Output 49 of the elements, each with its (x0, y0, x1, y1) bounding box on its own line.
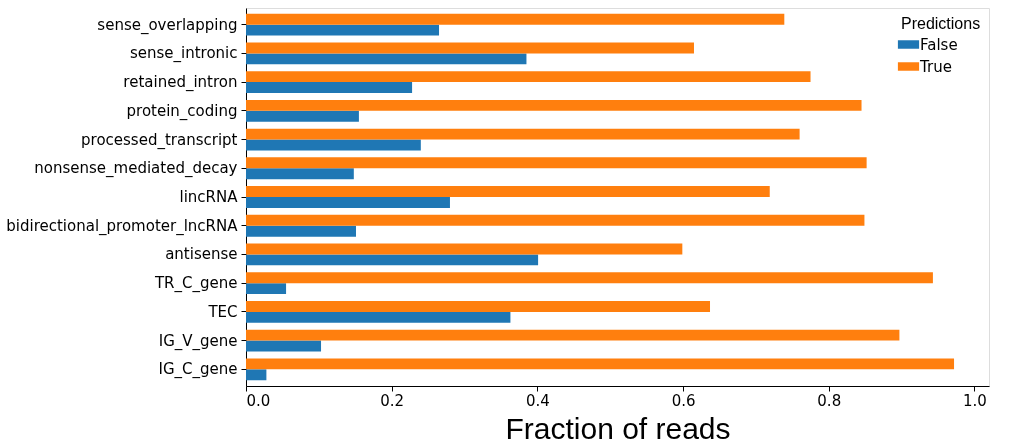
x-tick-label: 0.2 (380, 391, 405, 410)
bar (246, 340, 322, 352)
y-tick-label: antisense (165, 245, 238, 264)
bar (246, 186, 770, 197)
bar (246, 300, 711, 312)
bar (246, 283, 287, 295)
legend-label: False (920, 35, 958, 54)
y-tick-label: bidirectional_promoter_lncRNA (6, 216, 239, 236)
y-tick-label: retained_intron (123, 73, 238, 93)
y-tick-label: TEC (207, 302, 238, 321)
y-tick-label: sense_intronic (129, 44, 238, 64)
bar (246, 225, 356, 237)
bar (246, 197, 450, 208)
bar (246, 71, 811, 83)
bar (246, 369, 267, 381)
y-tick-label: protein_coding (126, 101, 238, 121)
y-tick-label: IG_V_gene (158, 331, 238, 351)
y-tick-label: processed_transcript (81, 130, 238, 150)
bar (246, 24, 440, 36)
x-axis-title: Fraction of reads (505, 411, 731, 445)
bar (246, 358, 955, 370)
bar (246, 82, 413, 94)
bar (246, 110, 359, 122)
bar (246, 272, 933, 284)
bar (246, 42, 694, 54)
x-tick-label: 0.6 (671, 391, 696, 410)
bar (246, 243, 683, 255)
y-tick-label: TR_C_gene (153, 274, 238, 294)
bar (246, 128, 800, 140)
bar (246, 99, 862, 111)
bar (246, 139, 421, 151)
bar (246, 311, 511, 323)
bar (246, 13, 785, 25)
bar (246, 157, 867, 169)
bar (246, 329, 900, 341)
x-tick-label: 0.0 (246, 391, 271, 410)
bar (246, 214, 865, 226)
y-tick-label: lincRNA (179, 188, 239, 206)
legend-title: Predictions (901, 15, 981, 32)
x-tick-label: 0.4 (525, 391, 550, 410)
y-tick-label: sense_overlapping (97, 15, 238, 35)
y-tick-label: IG_C_gene (158, 360, 238, 380)
y-tick-label: nonsense_mediated_decay (34, 159, 238, 179)
x-tick-label: 0.8 (817, 391, 842, 410)
bar (246, 168, 354, 180)
legend-label: True (919, 57, 952, 76)
bar (246, 254, 539, 266)
x-tick-label: 1.0 (963, 391, 987, 410)
bar (246, 53, 527, 65)
